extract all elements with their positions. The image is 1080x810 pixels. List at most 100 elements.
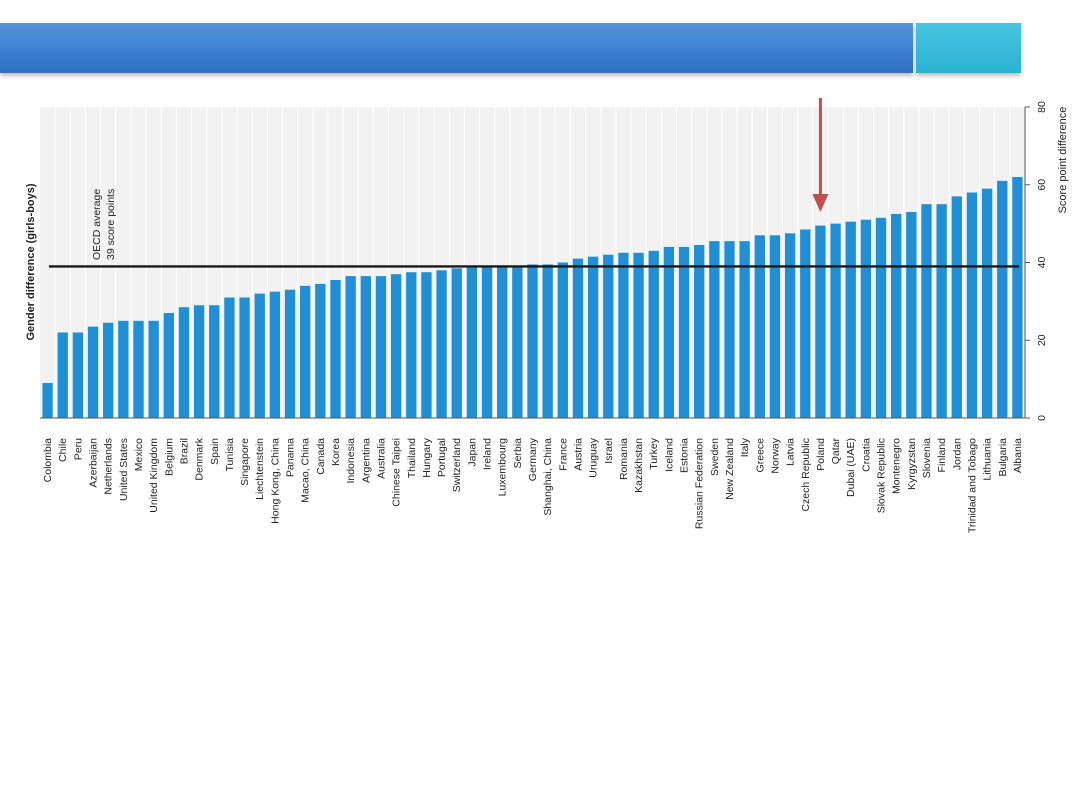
bar bbox=[800, 229, 811, 418]
bar bbox=[966, 192, 978, 418]
category-label: Poland bbox=[815, 438, 827, 471]
category-label: Germany bbox=[527, 437, 539, 481]
category-label: Ireland bbox=[482, 438, 494, 470]
category-label: Lithuania bbox=[982, 438, 994, 481]
category-label: Macao, China bbox=[300, 438, 312, 503]
bars bbox=[42, 176, 1023, 418]
category-label: Chile bbox=[57, 438, 69, 462]
bar bbox=[436, 270, 447, 418]
bar bbox=[72, 332, 84, 418]
bar bbox=[875, 217, 887, 418]
value-tick-label: 60 bbox=[1036, 179, 1048, 191]
bar bbox=[390, 274, 402, 418]
title-banner-accent bbox=[916, 23, 1021, 73]
bar bbox=[451, 268, 462, 418]
category-label: Mexico bbox=[133, 438, 145, 471]
bar bbox=[345, 276, 356, 418]
category-label: Austria bbox=[572, 438, 584, 471]
oecd-average-value-label: 39 score points bbox=[105, 189, 117, 260]
bar bbox=[360, 276, 371, 418]
category-label: Finland bbox=[936, 438, 948, 473]
category-label: Panama bbox=[285, 438, 297, 477]
category-label: Liechtenstein bbox=[254, 438, 266, 500]
category-label: Kyrgyzstan bbox=[906, 438, 918, 490]
category-label: Australia bbox=[375, 438, 387, 479]
left-axis-title: Gender difference (girls-boys) bbox=[25, 183, 37, 340]
category-label: Canada bbox=[315, 438, 327, 475]
bar bbox=[375, 276, 387, 418]
category-label: Switzerland bbox=[451, 438, 463, 492]
value-tick-label: 20 bbox=[1036, 334, 1048, 346]
category-label: Serbia bbox=[512, 438, 524, 469]
category-label: Chinese Taipei bbox=[391, 438, 403, 507]
bar bbox=[663, 246, 675, 418]
category-label: Thailand bbox=[406, 438, 418, 478]
bar bbox=[906, 211, 917, 418]
category-label: Russian Federation bbox=[694, 438, 706, 529]
bar bbox=[891, 213, 902, 418]
bar bbox=[754, 235, 765, 418]
bar bbox=[603, 254, 614, 418]
category-label: Czech Republic bbox=[800, 438, 812, 512]
bar bbox=[633, 252, 644, 418]
bar bbox=[481, 266, 493, 418]
bar bbox=[739, 241, 750, 418]
category-label: France bbox=[557, 438, 569, 471]
bar bbox=[87, 326, 99, 418]
category-label: Belgium bbox=[163, 438, 175, 476]
bar bbox=[163, 313, 174, 418]
category-gridlines bbox=[54, 107, 1011, 418]
bar bbox=[542, 264, 553, 418]
category-label: Turkey bbox=[648, 437, 660, 469]
category-label: Azerbaijan bbox=[88, 438, 100, 488]
bar bbox=[239, 297, 250, 418]
category-label: Albania bbox=[1012, 438, 1024, 473]
title-banner bbox=[0, 23, 913, 73]
category-label: Hungary bbox=[421, 437, 433, 477]
bar bbox=[997, 180, 1008, 418]
bar bbox=[133, 320, 144, 418]
bar bbox=[921, 204, 932, 418]
category-label: Luxembourg bbox=[497, 438, 509, 497]
bar bbox=[42, 383, 53, 418]
bar bbox=[406, 272, 417, 418]
category-label: Korea bbox=[330, 438, 342, 466]
value-tick-label: 80 bbox=[1036, 101, 1048, 113]
bar bbox=[315, 283, 326, 418]
category-label: Sweden bbox=[709, 438, 721, 476]
category-label: Spain bbox=[209, 438, 221, 465]
bar bbox=[512, 266, 523, 418]
category-label: Latvia bbox=[785, 438, 797, 466]
bar bbox=[830, 223, 841, 418]
category-label: Greece bbox=[754, 438, 766, 473]
bar bbox=[421, 272, 432, 418]
category-label: Montenegro bbox=[891, 438, 903, 494]
category-label: Dubai (UAE) bbox=[845, 438, 857, 497]
category-label: Japan bbox=[466, 438, 478, 467]
bar bbox=[497, 266, 508, 418]
category-label: Romania bbox=[618, 438, 630, 480]
category-label: Slovak Republic bbox=[876, 438, 888, 513]
bar bbox=[466, 266, 478, 418]
bar bbox=[103, 322, 114, 418]
category-label: Hong Kong, China bbox=[269, 438, 281, 524]
bar bbox=[330, 279, 341, 418]
bar bbox=[209, 305, 220, 418]
bar bbox=[269, 291, 281, 418]
bar bbox=[57, 332, 68, 418]
bar bbox=[678, 246, 690, 418]
category-label: Singapore bbox=[239, 438, 251, 486]
category-label: Norway bbox=[769, 437, 781, 473]
bar bbox=[1012, 176, 1023, 418]
category-label: Indonesia bbox=[345, 438, 357, 484]
category-label: Croatia bbox=[860, 438, 872, 472]
category-label: Iceland bbox=[663, 438, 675, 472]
category-label: Portugal bbox=[436, 438, 448, 477]
category-label: Kazakhstan bbox=[633, 438, 645, 493]
category-label: Slovenia bbox=[921, 438, 933, 478]
bar bbox=[193, 305, 205, 418]
bar bbox=[648, 250, 659, 418]
bar bbox=[709, 241, 720, 418]
bar bbox=[951, 196, 962, 418]
